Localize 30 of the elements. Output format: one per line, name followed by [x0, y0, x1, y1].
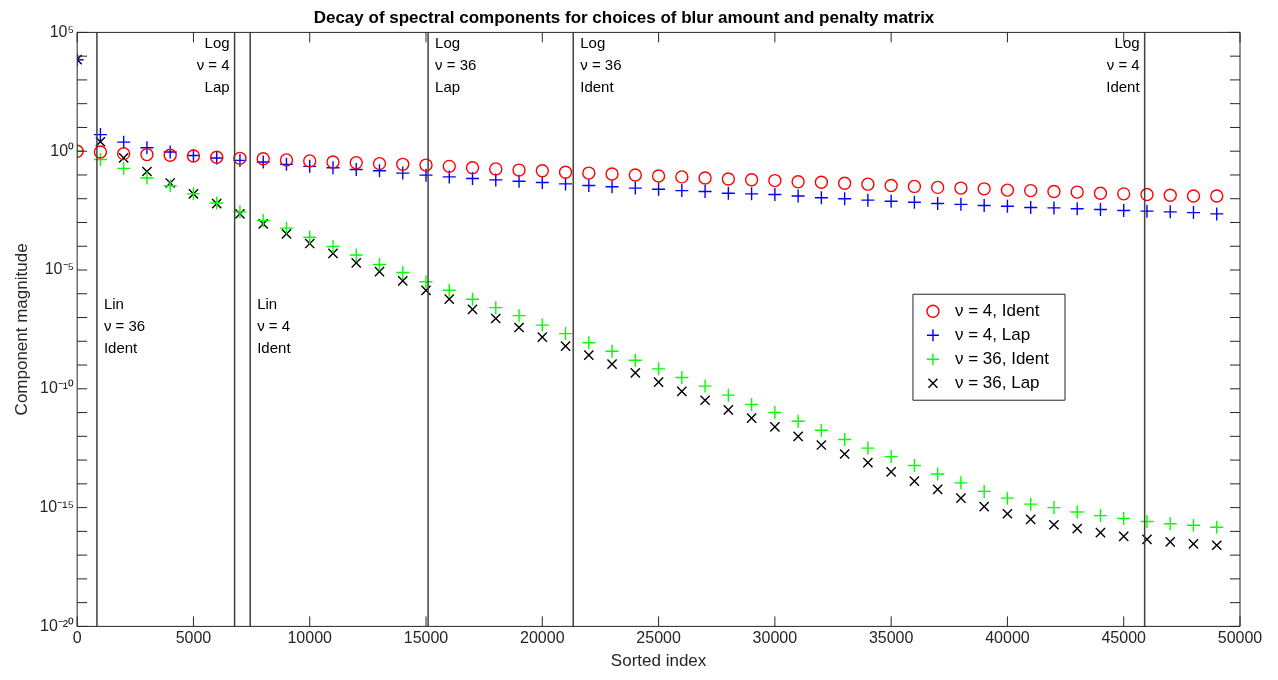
annotation: Log ν = 4 Ident — [1106, 34, 1141, 96]
x-tick-label: 15000 — [403, 629, 449, 647]
x-tick-label: 0 — [72, 629, 82, 647]
annotation: Lin ν = 4 Ident — [257, 295, 292, 357]
legend-label: ν = 4, Ident — [954, 300, 1040, 320]
chart-title: Decay of spectral components for choices of blur amount and penalty matrix — [313, 7, 935, 27]
x-tick-label: 25000 — [636, 629, 681, 647]
legend-label: ν = 4, Lap — [954, 324, 1031, 344]
y-tick-label: 10⁻⁵ — [44, 260, 75, 278]
y-tick-label: 10⁻¹⁰ — [40, 379, 75, 397]
annotation: Log ν = 4 Lap — [196, 34, 230, 96]
x-tick-label: 30000 — [752, 629, 798, 647]
annotation: Log ν = 36 Lap — [435, 34, 477, 96]
y-tick-label: 10⁵ — [49, 22, 75, 40]
y-tick-label: 10⁻¹⁵ — [39, 498, 75, 516]
y-tick-label: 10⁰ — [50, 141, 75, 159]
y-axis-title: Component magnitude — [11, 243, 31, 416]
x-axis-title: Sorted index — [610, 651, 707, 671]
x-tick-label: 50000 — [1217, 629, 1263, 647]
x-tick-label: 20000 — [520, 629, 565, 647]
legend-label: ν = 36, Lap — [954, 372, 1040, 392]
annotation: Log ν = 36 Ident — [580, 34, 622, 96]
x-tick-label: 5000 — [175, 629, 212, 647]
x-tick-label: 45000 — [1101, 629, 1147, 647]
x-tick-label: 35000 — [868, 629, 914, 647]
y-tick-label: 10⁻²⁰ — [40, 616, 75, 634]
annotation: Lin ν = 36 Ident — [103, 295, 146, 357]
legend-label: ν = 36, Ident — [954, 348, 1050, 368]
x-tick-label: 10000 — [287, 629, 333, 647]
x-tick-label: 40000 — [985, 629, 1030, 647]
